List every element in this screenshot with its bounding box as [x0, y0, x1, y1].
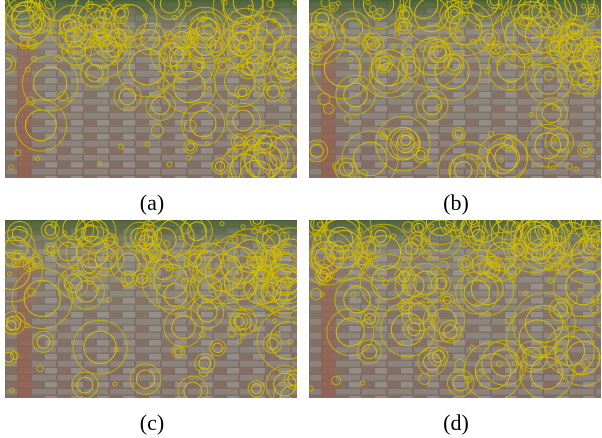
- image-content: [300, 195, 602, 438]
- page: (a) (b) (c) (d) (() => { const data = JS…: [0, 0, 602, 438]
- panel-caption: (d): [443, 410, 469, 435]
- shading: [309, 0, 601, 178]
- panel-image: [0, 0, 316, 218]
- panel-image: [293, 0, 602, 218]
- panel-caption: (c): [140, 410, 164, 435]
- panel-caption: (a): [140, 190, 164, 215]
- image-content: [293, 0, 602, 218]
- image-content: [0, 207, 320, 438]
- panel-image: [300, 195, 602, 438]
- panel-caption: (b): [443, 190, 469, 215]
- figure: (a) (b) (c) (d): [0, 0, 602, 438]
- image-content: [0, 0, 316, 218]
- panel-image: [0, 207, 320, 438]
